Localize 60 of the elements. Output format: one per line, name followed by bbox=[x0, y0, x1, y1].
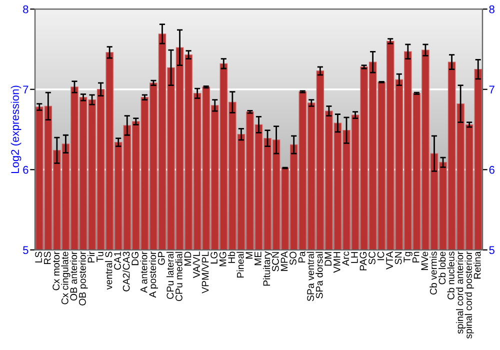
x-tick-label: PAG bbox=[360, 252, 367, 270]
x-tick-label: Cx cingulate bbox=[61, 252, 70, 304]
x-tick-label: OB posterior bbox=[78, 251, 88, 306]
x-tick-label: A anterior bbox=[140, 251, 148, 293]
x-tick-label: VPM/VPL bbox=[202, 252, 209, 294]
x-tick-label: SPa dorsal bbox=[316, 252, 323, 298]
x-tick-label: spinal cord posterior bbox=[464, 251, 474, 339]
x-tick-label: DG bbox=[132, 252, 139, 266]
x-tick-label: spinal cord anterior bbox=[456, 251, 466, 334]
x-tick-label: CPu lateral bbox=[166, 252, 174, 299]
x-tick-label: MD bbox=[184, 252, 192, 266]
y-tick-label: 7 bbox=[23, 86, 28, 94]
x-tick-label: SCN bbox=[272, 252, 279, 272]
x-tick-label: ventral S bbox=[105, 252, 112, 290]
x-tick-label: LS bbox=[35, 252, 42, 262]
x-tick-label: VA/VL bbox=[192, 252, 200, 278]
y2-tick-label: 8 bbox=[489, 5, 494, 14]
y-axis-title: Log2 (expression) bbox=[10, 86, 22, 174]
x-tick-label: M bbox=[246, 252, 252, 259]
y2-tick-label: 7 bbox=[489, 86, 494, 94]
x-tick-label: Cb nucleus bbox=[447, 252, 454, 300]
y-tick-label: 8 bbox=[23, 5, 28, 14]
x-tick-label: RS bbox=[44, 252, 51, 264]
x-tick-label: IC bbox=[377, 252, 384, 260]
x-tick-label: SN bbox=[394, 252, 402, 264]
x-tick-label: SO bbox=[290, 252, 296, 265]
x-tick-label: Cx motor bbox=[52, 251, 60, 290]
y-tick-label: 6 bbox=[23, 166, 28, 174]
x-tick-label: MPA bbox=[280, 251, 288, 271]
x-tick-label: GP bbox=[158, 252, 165, 265]
x-tick-label: Cb lobe bbox=[438, 252, 446, 284]
x-tick-label: CA1 bbox=[114, 252, 121, 270]
x-tick-label: ME bbox=[254, 252, 262, 266]
x-tick-label: Pa bbox=[298, 251, 306, 262]
x-tick-label: Cb vermis bbox=[430, 252, 437, 295]
x-tick-label: VTA bbox=[386, 251, 393, 270]
x-tick-label: MG bbox=[219, 252, 226, 266]
x-tick-label: Tg bbox=[404, 252, 412, 262]
x-tick-label: CPu medial bbox=[175, 252, 182, 302]
x-tick-label: Tu bbox=[96, 252, 104, 262]
x-tick-label: LH bbox=[351, 252, 358, 263]
x-tick-label: Hb bbox=[228, 252, 236, 263]
y2-tick-label: 5 bbox=[489, 246, 494, 254]
x-tick-label: SC bbox=[368, 252, 376, 264]
x-tick-label: DM bbox=[324, 252, 332, 266]
x-tick-label: VMH bbox=[334, 252, 340, 273]
y2-tick-label: 6 bbox=[489, 166, 494, 174]
x-tick-label: Pineal bbox=[236, 252, 244, 278]
x-tick-label: A posterior bbox=[148, 251, 158, 298]
x-tick-label: Arc bbox=[342, 252, 350, 266]
x-tick-label: LG bbox=[210, 252, 218, 264]
y-tick-label: 5 bbox=[23, 246, 28, 254]
x-tick-label: CA2/CA3 bbox=[122, 252, 130, 292]
x-tick-label: SPa ventral bbox=[306, 252, 314, 302]
x-tick-label: Pituitary bbox=[262, 251, 272, 286]
x-tick-label: MVe bbox=[421, 252, 428, 270]
x-tick-label: Retina bbox=[474, 251, 481, 279]
x-tick-label: Pir bbox=[88, 251, 95, 262]
x-tick-label: OB anterior bbox=[70, 251, 78, 301]
x-tick-label: Pn bbox=[412, 252, 420, 262]
